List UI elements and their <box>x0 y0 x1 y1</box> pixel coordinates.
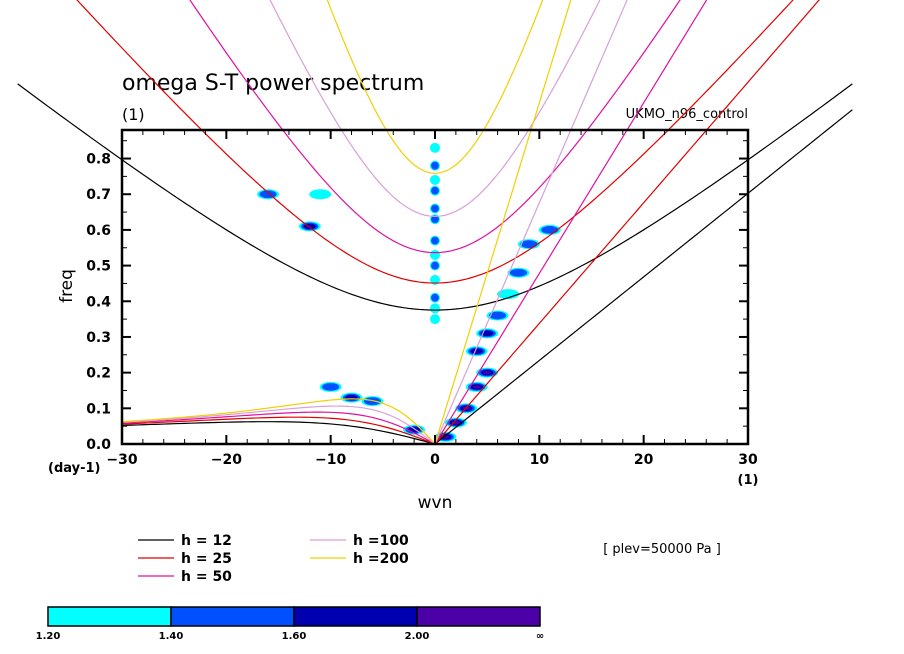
power-region <box>430 249 440 260</box>
x-tick-label: 10 <box>530 452 550 468</box>
power-region <box>430 303 440 314</box>
colorbar-label: ∞ <box>536 631 544 642</box>
x-tick-label: −10 <box>315 452 346 468</box>
rossby-curve <box>121 416 436 444</box>
y-tick-label: 0.8 <box>86 152 111 168</box>
power-region <box>489 311 507 320</box>
x-axis-ticks: −30 −20 −10 0 10 20 30 <box>106 130 758 468</box>
y-units-label: (day-1) <box>48 461 100 476</box>
power-region <box>430 142 440 153</box>
gravity-curve <box>326 0 544 174</box>
power-region <box>509 268 528 277</box>
colorbar-label: 1.60 <box>282 631 307 642</box>
kelvin-curve <box>434 0 820 444</box>
legend-label: h = 50 <box>181 569 232 585</box>
power-region <box>431 236 439 245</box>
gravity-curve <box>269 0 601 217</box>
y-tick-label: 0.2 <box>86 366 111 382</box>
gravity-curve <box>76 0 794 284</box>
power-region <box>430 314 440 325</box>
y-tick-label: 0.0 <box>86 437 111 453</box>
power-region <box>483 370 491 375</box>
power-region <box>431 215 439 224</box>
power-region <box>431 293 439 302</box>
rossby-curve <box>121 405 436 444</box>
y-tick-label: 0.6 <box>86 223 111 239</box>
x-axis-label: wvn <box>418 493 453 513</box>
colorbar-label: 1.40 <box>159 631 184 642</box>
rossby-curve <box>121 398 436 444</box>
power-region <box>430 174 440 185</box>
power-region <box>259 190 277 199</box>
x-tick-label: −20 <box>211 452 242 468</box>
legend-label: h = 12 <box>181 533 232 549</box>
x-units-label: (1) <box>738 473 759 488</box>
chart-title: omega S-T power spectrum <box>122 71 424 96</box>
kelvin-curve <box>434 0 572 444</box>
y-tick-label: 0.5 <box>86 259 111 275</box>
rossby-curve <box>121 411 436 444</box>
power-region <box>309 189 332 200</box>
colorbar-segment <box>293 606 418 627</box>
power-region <box>520 240 538 249</box>
legend: h = 12 h = 25 h = 50 h =100 h =200 <box>138 533 409 585</box>
power-region <box>322 383 340 391</box>
kelvin-curve <box>434 0 628 444</box>
plev-annotation: [ plev=50000 Pa ] <box>603 542 721 557</box>
units-label: (1) <box>122 105 145 124</box>
power-region <box>472 385 481 389</box>
colorbar-label: 1.20 <box>36 631 61 642</box>
colorbar-segment <box>47 606 172 627</box>
x-tick-label: 30 <box>738 452 758 468</box>
colorbar-segment <box>170 606 295 627</box>
y-tick-label: 0.1 <box>86 401 111 417</box>
colorbar: 1.20 1.40 1.60 2.00 ∞ <box>36 606 544 642</box>
kelvin-curve <box>434 109 853 444</box>
legend-label: h =100 <box>353 533 409 549</box>
rossby-curve <box>121 421 436 444</box>
power-region <box>431 186 439 195</box>
x-tick-label: 0 <box>430 452 440 468</box>
kelvin-curve <box>434 0 708 444</box>
gravity-curve <box>189 0 681 254</box>
y-tick-label: 0.4 <box>86 294 111 310</box>
power-region <box>431 161 439 170</box>
power-contours <box>257 142 561 442</box>
y-axis-label: freq <box>57 269 77 303</box>
legend-label: h = 25 <box>181 551 232 567</box>
y-tick-label: 0.7 <box>86 187 111 203</box>
y-axis-ticks: 0.0 0.1 0.2 0.3 0.4 0.5 0.6 0.7 0.8 <box>86 140 748 453</box>
power-region <box>430 274 440 285</box>
power-region <box>541 226 559 234</box>
y-tick-label: 0.3 <box>86 330 111 346</box>
legend-label: h =200 <box>353 551 409 567</box>
dispersion-curves <box>17 0 853 444</box>
gravity-curve <box>17 83 853 311</box>
x-tick-label: 20 <box>634 452 654 468</box>
colorbar-label: 2.00 <box>405 631 430 642</box>
power-region <box>470 348 483 355</box>
power-region <box>431 261 439 270</box>
colorbar-segment <box>416 606 541 627</box>
x-tick-label: −30 <box>106 452 137 468</box>
power-region <box>431 204 439 213</box>
run-name-label: UKMO_n96_control <box>626 107 748 122</box>
